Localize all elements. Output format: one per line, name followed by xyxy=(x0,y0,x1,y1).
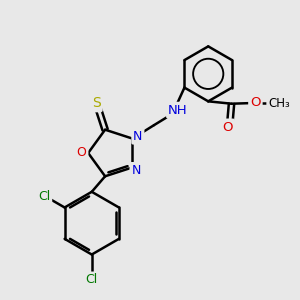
Text: CH₃: CH₃ xyxy=(268,97,290,110)
Text: O: O xyxy=(77,146,87,160)
Text: O: O xyxy=(250,96,261,109)
Text: Cl: Cl xyxy=(85,273,98,286)
Text: NH: NH xyxy=(168,104,188,117)
Text: N: N xyxy=(133,130,142,143)
Text: O: O xyxy=(222,121,233,134)
Text: Cl: Cl xyxy=(38,190,50,203)
Text: N: N xyxy=(131,164,141,177)
Text: S: S xyxy=(92,96,100,110)
